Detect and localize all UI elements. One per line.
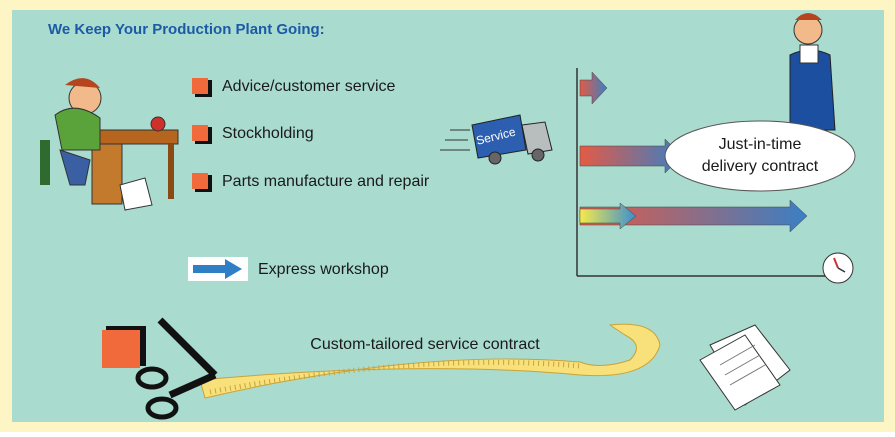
- timeline: [576, 68, 854, 284]
- delivery-man: [789, 13, 836, 131]
- orange-square: [102, 330, 140, 368]
- service-list: Advice/customer service Stockholding Par…: [192, 78, 430, 192]
- office-worker: [40, 78, 179, 211]
- service-item: Stockholding: [222, 125, 314, 142]
- contract-label: Custom-tailored service contract: [310, 336, 540, 353]
- papers: [699, 324, 791, 411]
- service-item: Parts manufacture and repair: [222, 173, 430, 190]
- jit-label: Just-in-time: [719, 136, 802, 153]
- truck: Service: [440, 114, 553, 165]
- jit-label: delivery contract: [702, 158, 819, 175]
- service-item: Advice/customer service: [222, 78, 395, 95]
- express-label: Express workshop: [258, 261, 389, 278]
- tape-measure: [199, 323, 661, 399]
- scissors: [135, 317, 218, 420]
- title: We Keep Your Production Plant Going:: [48, 21, 325, 38]
- express-arrow: [193, 259, 242, 279]
- jit-bubble: [664, 120, 856, 192]
